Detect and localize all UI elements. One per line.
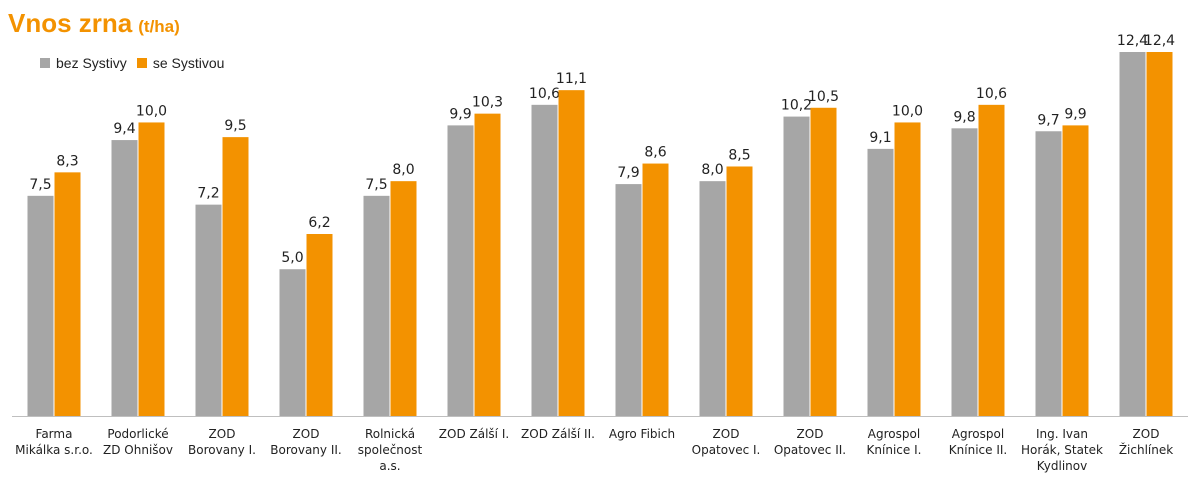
legend-swatch-bez-systivy — [40, 58, 50, 68]
data-label-se-systivou-10: 10,0 — [892, 103, 923, 119]
data-label-bez-systivy-13: 12,4 — [1117, 33, 1148, 49]
x-tick-label-7: Agro Fibich — [609, 427, 675, 441]
data-label-se-systivou-3: 6,2 — [308, 215, 330, 231]
data-label-bez-systivy-4: 7,5 — [365, 177, 387, 193]
data-label-se-systivou-11: 10,6 — [976, 86, 1007, 102]
data-label-bez-systivy-12: 9,7 — [1037, 112, 1059, 128]
data-label-se-systivou-9: 10,5 — [808, 89, 839, 105]
data-label-se-systivou-2: 9,5 — [224, 118, 246, 134]
bar-se-systivou-6 — [558, 90, 585, 417]
x-tick-label-8: ZOD Opatovec I. — [692, 427, 761, 457]
bar-bez-systivy-8 — [699, 181, 726, 416]
bar-bez-systivy-12 — [1035, 131, 1062, 417]
x-tick-label-11: Agrospol Knínice II. — [949, 427, 1007, 457]
bar-se-systivou-7 — [642, 163, 669, 416]
legend-item-bez-systivy: bez Systivy — [40, 55, 127, 71]
legend-label-bez-systivy: bez Systivy — [56, 55, 127, 71]
chart-title: Vnos zrna (t/ha) — [8, 8, 180, 39]
data-label-bez-systivy-9: 10,2 — [781, 98, 812, 114]
data-label-bez-systivy-10: 9,1 — [869, 130, 891, 146]
bar-bez-systivy-11 — [951, 128, 978, 417]
x-tick-label-1: Podorlické ZD Ohnišov — [103, 427, 173, 457]
bar-se-systivou-10 — [894, 122, 921, 417]
chart-title-text: Vnos zrna — [8, 8, 133, 38]
data-label-bez-systivy-8: 8,0 — [701, 162, 723, 178]
x-tick-label-12: Ing. Ivan Horák, Statek Kydlinov — [1021, 427, 1103, 473]
chart-title-unit: (t/ha) — [138, 17, 180, 36]
bar-se-systivou-5 — [474, 113, 501, 416]
x-tick-label-4: Rolnická společnost a.s. — [358, 427, 423, 473]
bar-se-systivou-4 — [390, 181, 417, 416]
data-label-se-systivou-1: 10,0 — [136, 103, 167, 119]
bar-bez-systivy-1 — [111, 140, 138, 416]
data-label-bez-systivy-2: 7,2 — [197, 186, 219, 202]
legend: bez Systivy se Systivou — [40, 55, 234, 71]
bar-se-systivou-2 — [222, 137, 249, 416]
bar-bez-systivy-9 — [783, 116, 810, 417]
x-tick-label-0: Farma Mikálka s.r.o. — [15, 427, 93, 457]
data-label-bez-systivy-0: 7,5 — [29, 177, 51, 193]
bar-se-systivou-13 — [1146, 52, 1173, 416]
bar-se-systivou-11 — [978, 104, 1005, 416]
bar-se-systivou-9 — [810, 107, 837, 416]
bar-bez-systivy-7 — [615, 184, 642, 416]
data-label-bez-systivy-3: 5,0 — [281, 250, 303, 266]
legend-label-se-systivou: se Systivou — [152, 55, 225, 71]
bar-bez-systivy-4 — [363, 195, 390, 416]
x-tick-label-9: ZOD Opatovec II. — [774, 427, 846, 457]
bar-bez-systivy-6 — [531, 104, 558, 416]
legend-item-se-systivou: se Systivou — [136, 55, 225, 71]
bar-se-systivou-0 — [54, 172, 81, 416]
data-label-se-systivou-8: 8,5 — [728, 147, 750, 163]
bar-se-systivou-1 — [138, 122, 165, 417]
data-label-bez-systivy-7: 7,9 — [617, 165, 639, 181]
data-label-se-systivou-13: 12,4 — [1144, 33, 1175, 49]
legend-swatch-se-systivou — [136, 58, 147, 68]
data-label-bez-systivy-5: 9,9 — [449, 106, 471, 122]
x-tick-label-2: ZOD Borovany I. — [188, 427, 256, 457]
data-label-bez-systivy-6: 10,6 — [529, 86, 560, 102]
bar-bez-systivy-2 — [195, 204, 222, 416]
bar-bez-systivy-10 — [867, 148, 894, 416]
x-tick-label-5: ZOD Zálší I. — [439, 427, 509, 441]
data-label-se-systivou-6: 11,1 — [556, 71, 587, 87]
bar-bez-systivy-0 — [27, 195, 54, 416]
bar-bez-systivy-5 — [447, 125, 474, 417]
x-tick-label-13: ZOD Žichlínek — [1119, 427, 1173, 457]
data-label-bez-systivy-1: 9,4 — [113, 121, 135, 137]
data-label-se-systivou-7: 8,6 — [644, 145, 666, 161]
data-label-bez-systivy-11: 9,8 — [953, 109, 975, 125]
data-label-se-systivou-12: 9,9 — [1064, 106, 1086, 122]
data-label-se-systivou-4: 8,0 — [392, 162, 414, 178]
bar-se-systivou-3 — [306, 234, 333, 416]
data-label-se-systivou-5: 10,3 — [472, 95, 503, 111]
data-label-se-systivou-0: 8,3 — [56, 153, 78, 169]
bar-se-systivou-12 — [1062, 125, 1089, 417]
bar-bez-systivy-3 — [279, 269, 306, 416]
x-tick-label-10: Agrospol Knínice I. — [867, 427, 922, 457]
bar-se-systivou-8 — [726, 166, 753, 416]
bar-bez-systivy-13 — [1119, 52, 1146, 416]
x-tick-label-3: ZOD Borovany II. — [270, 427, 341, 457]
x-tick-label-6: ZOD Zálší II. — [521, 427, 595, 441]
